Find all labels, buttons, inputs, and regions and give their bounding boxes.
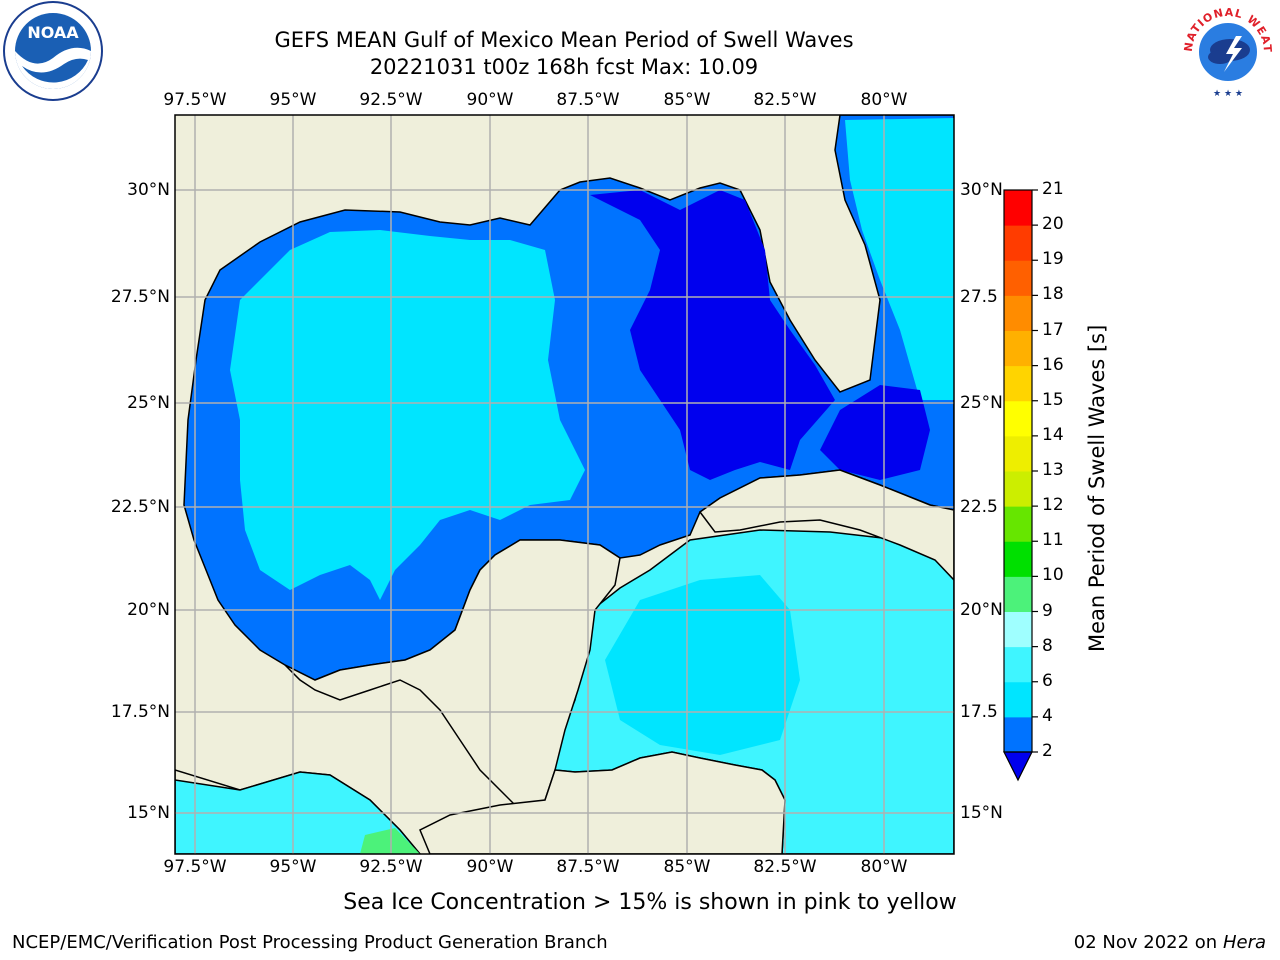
lon-label-bottom: 85°W — [663, 857, 711, 877]
colorbar-bin — [1004, 400, 1032, 437]
lon-label-top: 90°W — [466, 90, 514, 110]
lon-label-top: 80°W — [860, 90, 908, 110]
colorbar-tick-label: 4 — [1042, 705, 1053, 726]
colorbar-tick-label: 13 — [1042, 460, 1064, 480]
lon-label-bottom: 97.5°W — [163, 857, 227, 877]
swell-straits-deep — [820, 385, 930, 480]
colorbar-bin — [1004, 716, 1032, 753]
pacific-green — [360, 828, 420, 854]
footer-date-text: 02 Nov 2022 on — [1073, 932, 1218, 953]
colorbar-bin — [1004, 225, 1032, 261]
swell-deep-east — [590, 190, 835, 480]
chart-subtitle: 20221031 t00z 168h fcst Max: 10.09 — [369, 55, 759, 79]
colorbar-tick-label: 16 — [1042, 354, 1064, 375]
lat-label-left: 20°N — [127, 600, 170, 620]
footer-credit: NCEP/EMC/Verification Post Processing Pr… — [12, 932, 608, 953]
colorbar-tick-label: 8 — [1042, 635, 1053, 656]
lon-label-bottom: 82.5°W — [753, 857, 817, 877]
footer-host: Hera — [1222, 932, 1266, 953]
graticule — [175, 115, 954, 854]
colorbar-bin — [1004, 646, 1032, 683]
colorbar-tick-label: 20 — [1042, 214, 1064, 235]
colorbar-bin — [1004, 681, 1032, 718]
lat-label-right: 27.5 — [960, 287, 998, 307]
lat-label-left: 17.5°N — [110, 702, 170, 722]
noaa-logo-text: NOAA — [27, 23, 79, 42]
map-frame — [174, 114, 955, 855]
lat-label-right: 22.5 — [960, 497, 998, 517]
swell-atlantic-cyan — [845, 118, 954, 400]
cuba-land — [698, 469, 954, 582]
colorbar-under-arrow — [1003, 751, 1033, 782]
colorbar-bin — [1004, 295, 1032, 331]
colorbar-bin — [1004, 260, 1032, 296]
colorbar-bin — [1004, 435, 1032, 472]
colorbar-tick-label: 21 — [1042, 179, 1064, 199]
yucatan-land — [284, 539, 621, 811]
swell-caribbean-light — [605, 575, 800, 755]
sea-ice-note: Sea Ice Concentration > 15% is shown in … — [343, 890, 957, 915]
colorbar-tick-label: 19 — [1042, 249, 1064, 270]
colorbar-bin — [1004, 611, 1032, 648]
lon-label-top: 85°W — [663, 90, 711, 110]
colorbar-tick-label: 14 — [1042, 424, 1064, 445]
lon-label-bottom: 95°W — [269, 857, 317, 877]
lon-label-bottom: 92.5°W — [359, 857, 423, 877]
colorbar-bin — [1004, 330, 1032, 367]
colorbar-tick-label: 18 — [1042, 284, 1064, 305]
colorbar-tick-label: 2 — [1042, 741, 1053, 761]
lon-label-bottom: 80°W — [860, 857, 908, 877]
lat-label-left: 22.5°N — [110, 497, 170, 517]
colorbar-tick-label: 6 — [1042, 670, 1053, 691]
colorbar-bin — [1004, 541, 1032, 577]
lon-label-top: 97.5°W — [163, 90, 227, 110]
noaa-logo: NOAA — [3, 1, 103, 101]
lat-label-right: 20°N — [960, 600, 1003, 620]
colorbar-bin — [1004, 471, 1032, 507]
lon-label-top: 87.5°W — [556, 90, 620, 110]
lon-label-top: 95°W — [269, 90, 317, 110]
colorbar-tick-label: 15 — [1042, 389, 1064, 410]
nws-logo: NATIONAL WEATHER SERVICE ★ ★ ★ — [1176, 0, 1276, 100]
colorbar-tick-label: 17 — [1042, 319, 1064, 340]
colorbar-bin — [1004, 506, 1032, 542]
lon-label-bottom: 87.5°W — [556, 857, 620, 877]
colorbar — [1003, 189, 1038, 782]
colorbar-bin — [1004, 190, 1032, 226]
colorbar-tick-label: 10 — [1042, 565, 1064, 586]
lat-label-right: 15°N — [960, 803, 1003, 823]
lat-label-left: 27.5°N — [110, 287, 170, 307]
lat-label-left: 15°N — [127, 803, 170, 823]
lon-label-bottom: 90°W — [466, 857, 514, 877]
lat-label-left: 25°N — [127, 393, 170, 413]
colorbar-bin — [1004, 365, 1032, 402]
footer-date: 02 Nov 2022 on Hera — [1074, 932, 1266, 953]
lat-label-right: 25°N — [960, 393, 1003, 413]
colorbar-tick-label: 9 — [1042, 600, 1053, 621]
svg-text:★ ★ ★: ★ ★ ★ — [1213, 89, 1243, 99]
lat-label-left: 30°N — [127, 180, 170, 200]
colorbar-title: Mean Period of Swell Waves [s] — [1085, 324, 1109, 652]
lon-label-top: 92.5°W — [359, 90, 423, 110]
colorbar-tick-label: 11 — [1042, 530, 1064, 551]
lat-label-right: 30°N — [960, 180, 1003, 200]
colorbar-tick-label: 12 — [1042, 495, 1064, 516]
lat-label-right: 17.5 — [960, 702, 998, 722]
colorbar-bin — [1004, 576, 1032, 612]
chart-title: GEFS MEAN Gulf of Mexico Mean Period of … — [274, 28, 854, 52]
lon-label-top: 82.5°W — [753, 90, 817, 110]
